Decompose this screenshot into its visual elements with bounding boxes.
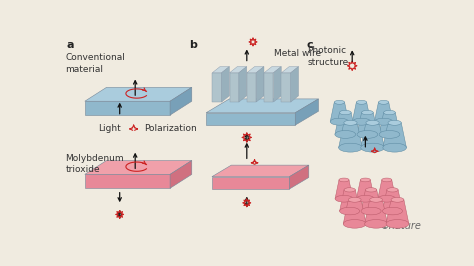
Polygon shape bbox=[206, 113, 295, 125]
Ellipse shape bbox=[370, 197, 383, 202]
Ellipse shape bbox=[386, 219, 409, 228]
Polygon shape bbox=[383, 190, 402, 211]
Ellipse shape bbox=[344, 120, 357, 125]
Ellipse shape bbox=[335, 131, 356, 138]
Text: Molybdenum
trioxide: Molybdenum trioxide bbox=[65, 153, 124, 174]
Polygon shape bbox=[85, 101, 170, 115]
Polygon shape bbox=[212, 73, 222, 102]
Polygon shape bbox=[212, 165, 309, 177]
Ellipse shape bbox=[366, 120, 379, 125]
Ellipse shape bbox=[362, 110, 373, 115]
Polygon shape bbox=[170, 87, 192, 115]
Polygon shape bbox=[357, 113, 378, 134]
Polygon shape bbox=[335, 113, 356, 134]
Polygon shape bbox=[264, 66, 281, 73]
Ellipse shape bbox=[340, 207, 360, 215]
Ellipse shape bbox=[357, 131, 378, 138]
Polygon shape bbox=[378, 180, 396, 199]
Ellipse shape bbox=[361, 207, 381, 215]
Polygon shape bbox=[386, 200, 409, 224]
Text: Conventional
material: Conventional material bbox=[65, 53, 125, 74]
Polygon shape bbox=[361, 123, 384, 148]
Polygon shape bbox=[291, 66, 299, 102]
Polygon shape bbox=[247, 73, 256, 102]
Polygon shape bbox=[85, 87, 192, 101]
Polygon shape bbox=[383, 123, 406, 148]
Polygon shape bbox=[290, 165, 309, 189]
Text: Light: Light bbox=[98, 124, 121, 134]
Polygon shape bbox=[295, 99, 319, 125]
Polygon shape bbox=[239, 66, 246, 102]
Text: Photonic
structure: Photonic structure bbox=[307, 46, 348, 66]
Ellipse shape bbox=[334, 100, 345, 104]
Polygon shape bbox=[343, 200, 366, 224]
Polygon shape bbox=[273, 66, 281, 102]
Ellipse shape bbox=[339, 143, 362, 152]
Text: a: a bbox=[66, 40, 73, 50]
Polygon shape bbox=[340, 190, 360, 211]
Ellipse shape bbox=[379, 131, 400, 138]
Ellipse shape bbox=[339, 178, 349, 182]
Ellipse shape bbox=[382, 178, 392, 182]
Ellipse shape bbox=[330, 118, 348, 125]
Polygon shape bbox=[264, 73, 273, 102]
Polygon shape bbox=[361, 190, 381, 211]
Text: Polarization: Polarization bbox=[144, 124, 197, 134]
Polygon shape bbox=[229, 73, 239, 102]
Polygon shape bbox=[85, 160, 192, 174]
Ellipse shape bbox=[356, 195, 374, 202]
Ellipse shape bbox=[383, 207, 402, 215]
Ellipse shape bbox=[378, 100, 389, 104]
Polygon shape bbox=[212, 66, 229, 73]
Polygon shape bbox=[170, 160, 192, 188]
Ellipse shape bbox=[378, 195, 396, 202]
Ellipse shape bbox=[356, 100, 367, 104]
Polygon shape bbox=[352, 102, 371, 122]
Ellipse shape bbox=[339, 110, 351, 115]
Text: b: b bbox=[189, 40, 197, 50]
Text: ©nature: ©nature bbox=[380, 221, 422, 231]
Ellipse shape bbox=[391, 197, 404, 202]
Text: c: c bbox=[307, 40, 313, 50]
Polygon shape bbox=[212, 177, 290, 189]
Polygon shape bbox=[356, 180, 374, 199]
Polygon shape bbox=[222, 66, 229, 102]
Polygon shape bbox=[206, 99, 319, 113]
Polygon shape bbox=[365, 200, 387, 224]
Polygon shape bbox=[282, 73, 291, 102]
Polygon shape bbox=[330, 102, 348, 122]
Polygon shape bbox=[229, 66, 246, 73]
Text: Metal wire: Metal wire bbox=[274, 49, 321, 58]
Polygon shape bbox=[256, 66, 264, 102]
Ellipse shape bbox=[387, 188, 398, 192]
Ellipse shape bbox=[365, 219, 387, 228]
Polygon shape bbox=[282, 66, 299, 73]
Ellipse shape bbox=[383, 110, 395, 115]
Ellipse shape bbox=[360, 178, 370, 182]
Ellipse shape bbox=[365, 188, 377, 192]
Ellipse shape bbox=[352, 118, 371, 125]
Ellipse shape bbox=[335, 195, 353, 202]
Polygon shape bbox=[339, 123, 362, 148]
Polygon shape bbox=[379, 113, 400, 134]
Polygon shape bbox=[247, 66, 264, 73]
Ellipse shape bbox=[343, 219, 366, 228]
Ellipse shape bbox=[344, 188, 356, 192]
Ellipse shape bbox=[348, 197, 361, 202]
Polygon shape bbox=[85, 174, 170, 188]
Polygon shape bbox=[335, 180, 353, 199]
Ellipse shape bbox=[361, 143, 384, 152]
Polygon shape bbox=[374, 102, 393, 122]
Ellipse shape bbox=[383, 143, 406, 152]
Ellipse shape bbox=[388, 120, 401, 125]
Ellipse shape bbox=[374, 118, 393, 125]
